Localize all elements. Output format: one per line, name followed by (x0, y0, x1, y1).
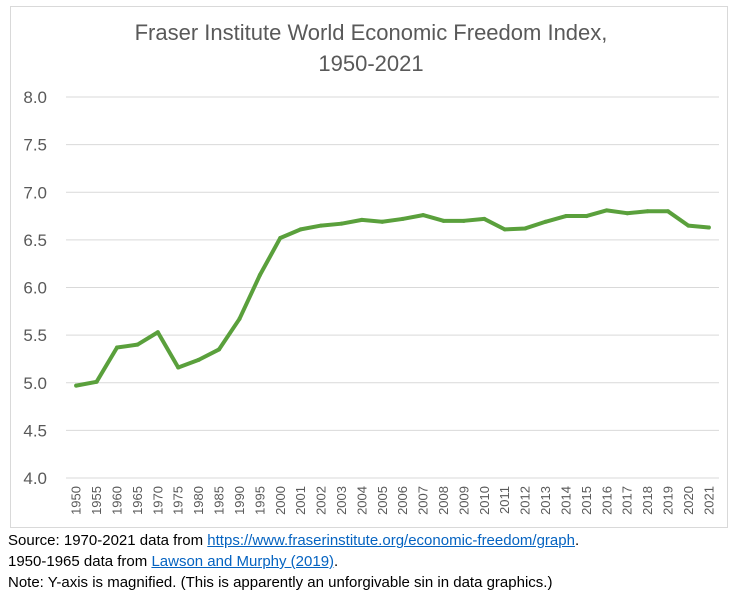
x-tick-label: 1965 (130, 486, 145, 515)
data-point (94, 379, 99, 384)
x-tick-label: 2002 (314, 486, 329, 515)
data-point (196, 357, 201, 362)
x-tick-label: 1980 (191, 486, 206, 515)
x-tick-label: 2008 (436, 486, 451, 515)
x-tick-label: 2017 (620, 486, 635, 515)
x-tick-label: 2014 (558, 486, 573, 515)
x-tick-label: 1955 (89, 486, 104, 515)
data-point (278, 235, 283, 240)
data-point (543, 219, 548, 224)
line-chart: Fraser Institute World Economic Freedom … (23, 20, 719, 515)
data-point (400, 216, 405, 221)
data-point (706, 225, 711, 230)
y-tick-label: 5.5 (23, 326, 47, 345)
x-tick-label: 1960 (110, 486, 125, 515)
chart-notes: Source: 1970-2021 data from https://www.… (8, 530, 733, 593)
data-point (359, 217, 364, 222)
lawson-murphy-link[interactable]: Lawson and Murphy (2019) (151, 553, 335, 570)
y-tick-label: 4.0 (23, 469, 47, 488)
source-prefix: Source: 1970-2021 data from (8, 532, 208, 549)
x-tick-label: 2003 (334, 486, 349, 515)
y-tick-label: 7.0 (23, 183, 47, 202)
early-data-note: 1950-1965 data from Lawson and Murphy (2… (8, 551, 733, 572)
data-point (237, 316, 242, 321)
data-point (176, 365, 181, 370)
x-tick-label: 2001 (293, 486, 308, 515)
x-tick-label: 2012 (518, 486, 533, 515)
x-axis-ticks: 1950 1955 1960 1965 1970 1975 1980 1985 1990 1995… (69, 486, 717, 515)
x-tick-label: 1970 (150, 486, 165, 515)
source-note: Source: 1970-2021 data from https://www.… (8, 530, 733, 551)
x-tick-label: 2020 (681, 486, 696, 515)
data-point (319, 223, 324, 228)
x-tick-label: 2018 (640, 486, 655, 515)
data-point (421, 213, 426, 218)
series-line (74, 208, 711, 388)
axis-note: Note: Y-axis is magnified. (This is appa… (8, 574, 553, 591)
data-point (523, 226, 528, 231)
chart-subtitle: 1950-2021 (318, 51, 423, 76)
data-point (604, 208, 609, 213)
source-suffix: . (574, 532, 580, 549)
x-tick-label: 2000 (273, 486, 288, 515)
data-point (461, 218, 466, 223)
data-point (380, 219, 385, 224)
y-tick-label: 6.0 (23, 279, 47, 298)
y-tick-label: 7.5 (23, 136, 47, 155)
data-point (686, 223, 691, 228)
x-tick-label: 2016 (599, 486, 614, 515)
data-point (135, 342, 140, 347)
chart-title: Fraser Institute World Economic Freedom … (135, 20, 608, 45)
data-point (298, 227, 303, 232)
y-tick-label: 8.0 (23, 88, 47, 107)
x-tick-label: 2011 (497, 486, 512, 514)
gridlines (66, 96, 719, 479)
x-tick-label: 1985 (212, 486, 227, 515)
x-tick-label: 2010 (477, 486, 492, 515)
data-point (625, 211, 630, 216)
x-tick-label: 2009 (456, 486, 471, 515)
y-tick-label: 6.5 (23, 231, 47, 250)
x-tick-label: 2013 (538, 486, 553, 515)
data-point (339, 221, 344, 226)
data-point (563, 214, 568, 219)
x-tick-label: 2021 (701, 486, 716, 515)
x-tick-label: 2006 (395, 486, 410, 515)
x-tick-label: 1990 (232, 486, 247, 515)
y-tick-label: 4.5 (23, 421, 47, 440)
x-tick-label: 2007 (416, 486, 431, 515)
x-tick-label: 2019 (660, 486, 675, 515)
x-tick-label: 2005 (375, 486, 390, 515)
early-data-suffix: . (334, 553, 339, 570)
x-tick-label: 1950 (69, 486, 84, 515)
data-point (257, 273, 262, 278)
x-tick-label: 2004 (354, 486, 369, 515)
data-point (645, 209, 650, 214)
data-point (665, 209, 670, 214)
x-tick-label: 1975 (171, 486, 186, 515)
data-point (441, 218, 446, 223)
data-point (502, 227, 507, 232)
data-point (217, 347, 222, 352)
data-point (155, 330, 160, 335)
series-layer (74, 208, 711, 388)
x-tick-label: 1995 (252, 486, 267, 515)
data-point (482, 216, 487, 221)
fraser-source-link[interactable]: https://www.fraserinstitute.org/economic… (207, 532, 575, 549)
y-axis-ticks: 4.0 4.5 5.0 5.5 6.0 6.5 7.0 7.5 8.0 (23, 88, 47, 488)
data-point (584, 214, 589, 219)
early-data-prefix: 1950-1965 data from (8, 553, 152, 570)
data-point (115, 345, 120, 350)
data-point (74, 383, 79, 388)
y-tick-label: 5.0 (23, 374, 47, 393)
x-tick-label: 2015 (579, 486, 594, 515)
chart-area: Fraser Institute World Economic Freedom … (10, 6, 728, 528)
